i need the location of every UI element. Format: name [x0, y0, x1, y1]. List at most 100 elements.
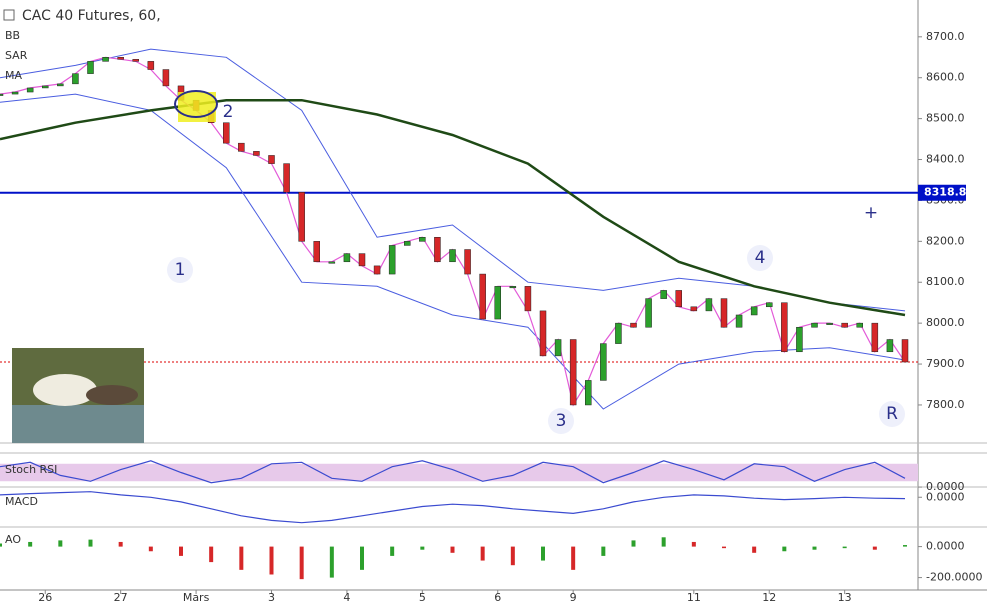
x-tick-label: 11: [687, 591, 701, 604]
candle: [388, 245, 396, 275]
indicator-label[interactable]: MA: [5, 69, 22, 82]
indicator-label[interactable]: SAR: [5, 49, 28, 62]
x-tick-label: 26: [38, 591, 52, 604]
candle: [811, 322, 818, 328]
y-tick-label: 8200.0: [926, 234, 965, 247]
y-tick-label: 8100.0: [926, 275, 965, 288]
candle: [735, 314, 743, 328]
candle: [524, 286, 532, 312]
indicator-label[interactable]: BB: [5, 29, 20, 42]
candle: [0, 93, 4, 96]
candle: [675, 290, 682, 308]
candle: [102, 57, 109, 62]
y-tick-label: 8600.0: [926, 71, 965, 84]
ao-bar: [88, 539, 93, 547]
ao-bar: [842, 546, 847, 549]
x-tick-label: Mars: [183, 591, 210, 604]
y-tick-label: -200.0000: [926, 571, 982, 584]
circle-marker: [174, 90, 218, 118]
ao-bar: [390, 546, 395, 556]
ao-bar: [118, 541, 123, 547]
candle: [585, 380, 592, 406]
candle: [569, 339, 577, 406]
annotation-bg: [548, 408, 574, 434]
ao-bar: [28, 541, 33, 547]
y-tick-label: 0.0000: [926, 540, 965, 553]
candle: [796, 326, 803, 353]
ao-bar: [812, 546, 817, 550]
candle: [886, 339, 894, 353]
x-tick-label: 6: [494, 591, 501, 604]
candle: [901, 339, 909, 363]
ao-bar: [541, 546, 545, 561]
macd-line: [0, 491, 906, 524]
plot-area: [0, 48, 918, 580]
collapse-icon[interactable]: [3, 9, 15, 21]
ao-bar: [420, 546, 425, 550]
image-bear: [33, 374, 97, 406]
candle: [826, 322, 833, 325]
x-tick-label: 4: [343, 591, 350, 604]
candle: [298, 192, 305, 242]
candle: [449, 249, 456, 263]
ao-bar: [601, 546, 606, 556]
annotation: +: [864, 203, 878, 223]
candle: [268, 155, 275, 164]
annotation: 1: [175, 260, 186, 280]
ao-bar: [872, 546, 877, 550]
x-tick-label: 5: [419, 591, 426, 604]
candle: [766, 302, 773, 308]
candle: [479, 273, 486, 320]
candle: [132, 59, 139, 62]
candle: [750, 306, 758, 316]
annotation-bg: [879, 401, 905, 427]
ao-bar: [631, 540, 636, 547]
ao-bar: [269, 546, 274, 575]
ao-bar: [691, 541, 696, 547]
candle: [705, 298, 713, 312]
x-tick-label: 13: [838, 591, 852, 604]
pane-label: AO: [5, 533, 21, 546]
candle: [660, 290, 667, 299]
annotation: 3: [556, 411, 567, 431]
annotation: R: [886, 404, 898, 424]
candle: [720, 298, 728, 328]
candle: [434, 236, 441, 263]
candle: [856, 322, 863, 328]
y-tick-label: 8700.0: [926, 30, 965, 43]
candle: [313, 241, 320, 263]
ao-bar: [148, 546, 153, 552]
ao-bar: [510, 546, 515, 566]
x-tick-label: 27: [114, 591, 128, 604]
ao-bar: [722, 546, 726, 549]
ao-bar: [239, 546, 244, 570]
y-tick-label: 7800.0: [926, 398, 965, 411]
polar-bear-image: [12, 348, 144, 443]
candle: [630, 322, 637, 328]
annotation-bg: [747, 245, 773, 271]
y-tick-label: 0.0000: [926, 480, 965, 493]
candle: [841, 322, 848, 328]
candle: [87, 61, 94, 74]
annotation-bg: [167, 257, 193, 283]
ao-bar: [329, 546, 334, 578]
ao-bar: [360, 546, 364, 570]
candle: [645, 298, 652, 328]
candle: [781, 302, 788, 353]
candle: [57, 83, 64, 87]
candle: [223, 122, 230, 144]
moving-average: [0, 98, 906, 317]
y-tick-label: 0.0000: [926, 490, 965, 503]
y-tick-label: 7900.0: [926, 357, 965, 370]
y-tick-label: 8500.0: [926, 112, 965, 125]
x-tick-label: 3: [268, 591, 275, 604]
candle: [404, 241, 411, 246]
candle: [358, 253, 366, 267]
ao-bar: [480, 546, 485, 561]
candle: [11, 91, 19, 95]
candle: [690, 306, 698, 312]
candle: [509, 286, 517, 289]
candle: [464, 249, 471, 275]
